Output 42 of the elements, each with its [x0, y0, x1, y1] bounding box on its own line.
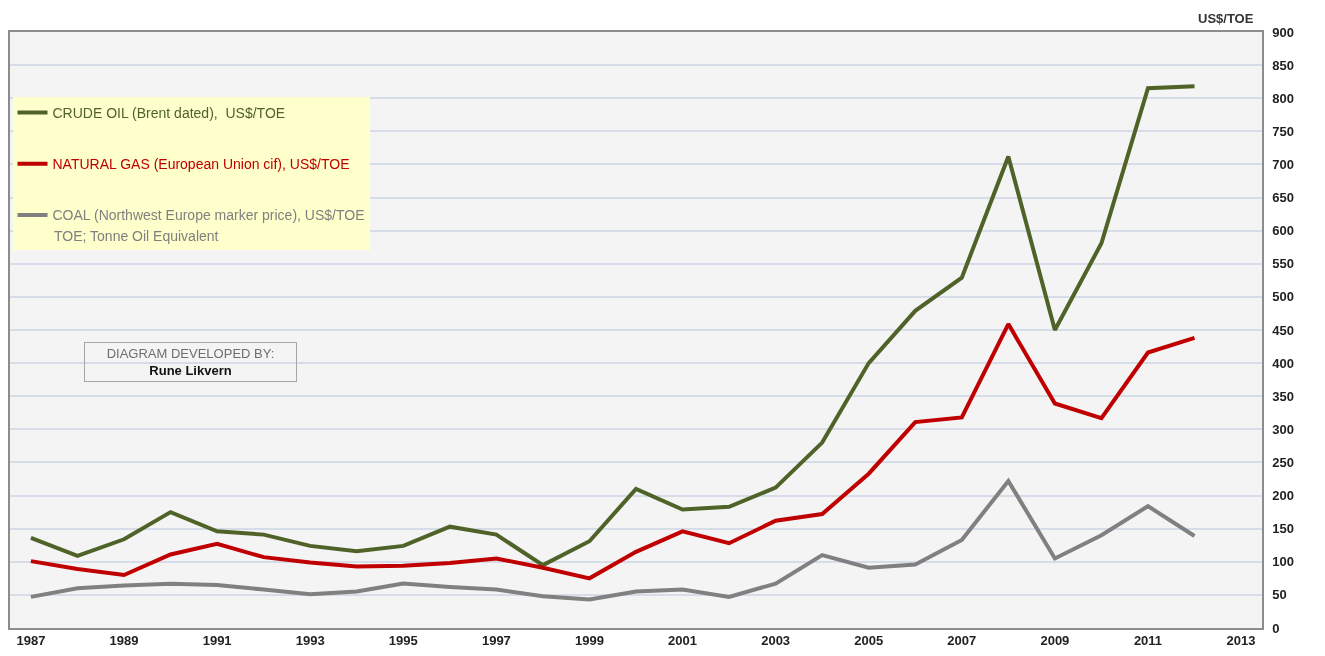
legend-label: NATURAL GAS (European Union cif), US$/TOE — [52, 156, 350, 173]
x-tick-label: 2003 — [761, 633, 791, 649]
y-tick-label: 700 — [1272, 156, 1295, 172]
y-axis-title: US$/TOE — [1198, 11, 1254, 26]
x-tick-label: 1999 — [575, 633, 604, 649]
y-tick-label: 800 — [1272, 90, 1295, 106]
x-tick-label: 2005 — [854, 633, 884, 649]
x-tick-label: 2001 — [668, 633, 697, 649]
line-series — [28, 478, 1197, 602]
y-tick-label: 900 — [1272, 24, 1295, 40]
x-tick-label: 1989 — [109, 633, 139, 649]
y-tick-label: 200 — [1272, 488, 1295, 504]
x-tick-label: 1991 — [202, 633, 232, 649]
x-tick-label: 1987 — [16, 633, 46, 649]
y-tick-label: 100 — [1272, 554, 1295, 570]
y-tick-label: 600 — [1272, 223, 1295, 239]
y-tick-label: 150 — [1272, 521, 1295, 537]
y-tick-label: 350 — [1272, 388, 1295, 404]
x-tick-label: 2011 — [1133, 633, 1163, 649]
x-tick-label: 1993 — [295, 633, 325, 649]
y-tick-label: 300 — [1272, 421, 1295, 437]
y-tick-label: 0 — [1272, 620, 1280, 636]
annotation: DIAGRAM DEVELOPED BY: Rune Likvern — [106, 346, 275, 378]
y-tick-label: 550 — [1272, 256, 1295, 272]
y-tick-label: 50 — [1272, 587, 1287, 603]
legend-label: CRUDE OIL (Brent dated), US$/TOE — [52, 105, 286, 122]
y-tick-label: 500 — [1272, 289, 1295, 305]
y-tick-label: 450 — [1272, 322, 1295, 338]
y-tick-label: 850 — [1272, 57, 1295, 73]
x-tick-label: 1997 — [481, 633, 511, 649]
y-tick-label: 250 — [1272, 454, 1295, 470]
line-series — [28, 322, 1197, 581]
y-tick-label: 650 — [1272, 190, 1295, 206]
x-tick-label: 1995 — [388, 633, 418, 649]
x-tick-label: 2007 — [947, 633, 977, 649]
y-tick-label: 750 — [1272, 123, 1295, 139]
annotation: TOE; Tonne Oil Equivalent — [54, 228, 219, 244]
legend-label: COAL (Northwest Europe marker price), US$/TOE — [52, 207, 365, 224]
line-series — [28, 84, 1197, 568]
x-tick-label: 2009 — [1040, 633, 1070, 649]
y-tick-label: 400 — [1272, 355, 1295, 371]
x-tick-label: 2013 — [1226, 633, 1256, 649]
